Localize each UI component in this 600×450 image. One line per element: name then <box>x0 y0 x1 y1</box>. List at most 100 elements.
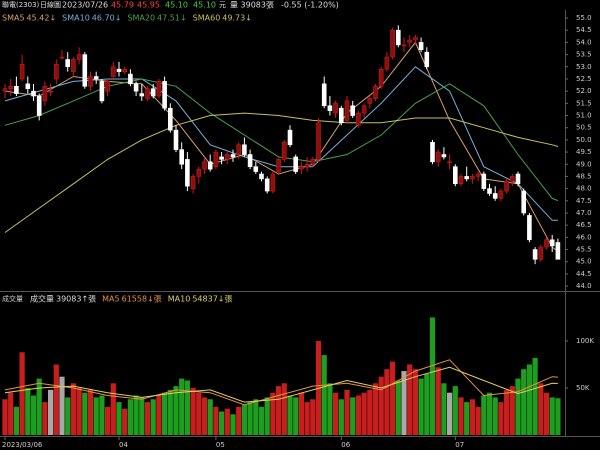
volume-bar <box>509 386 515 435</box>
candle-body <box>76 54 82 60</box>
volume-bar <box>76 387 82 435</box>
volume-bar <box>338 399 344 435</box>
volume-bar <box>281 383 287 435</box>
y-tick-label: 50K <box>576 384 590 392</box>
candle-body <box>168 107 173 131</box>
candle-body <box>48 90 53 93</box>
volume-bar <box>30 395 37 435</box>
volume-bar <box>144 402 151 435</box>
volume-bar <box>184 380 190 435</box>
volume-bar <box>435 367 441 435</box>
legend-label: SMA5 <box>2 14 25 23</box>
volume-bar <box>532 357 538 435</box>
volume-bar <box>25 387 31 435</box>
candle-body <box>93 76 99 80</box>
volume-bar <box>162 392 168 435</box>
volume-bar <box>276 386 282 435</box>
candle-body <box>145 88 150 99</box>
volume-bar <box>70 383 76 435</box>
candle-body <box>350 105 356 116</box>
candle-body <box>116 68 122 72</box>
candle-body <box>185 159 190 187</box>
candle-body <box>202 161 207 170</box>
y-tick-label: 55.0 <box>576 14 592 22</box>
y-tick-label: 53.0 <box>576 63 592 71</box>
volume-bar <box>65 397 71 435</box>
change: -0.55 (-1.20%) <box>281 1 339 10</box>
volume-bar <box>270 392 276 435</box>
candle-body <box>111 66 116 77</box>
candle-body <box>264 178 270 192</box>
candle-body <box>458 176 464 185</box>
candle-body <box>509 176 515 182</box>
volume-bar <box>361 392 367 435</box>
candle-body <box>36 95 42 116</box>
legend-label: 54837↓張 <box>192 295 232 304</box>
candle-body <box>413 37 418 41</box>
candle-body <box>384 56 390 70</box>
candle-body <box>236 144 241 155</box>
volume-bar <box>201 397 208 435</box>
volume-bar <box>498 402 504 435</box>
candle-body <box>59 56 65 59</box>
date: 2023/07/26 <box>62 1 108 10</box>
y-tick-label: 52.5 <box>576 75 592 83</box>
candle-body <box>373 85 378 99</box>
candle-body <box>310 159 316 165</box>
volume-bar <box>87 389 94 435</box>
x-tick-label: 04 <box>119 441 128 449</box>
volume-bar <box>213 406 219 435</box>
y-tick-label: 49.0 <box>576 160 592 168</box>
legend-label: 成交量 <box>30 294 54 304</box>
y-tick-label: 49.5 <box>576 148 592 156</box>
candle-body <box>225 154 230 160</box>
header: 聯電(2303) 日線圖 2023/07/26 45.79 45.95 45.1… <box>2 0 339 10</box>
candle-body <box>99 81 105 102</box>
candle-body <box>441 154 447 158</box>
legend-label: 45.42↓ <box>27 14 57 23</box>
candle-body <box>133 83 139 92</box>
candle-body <box>316 122 321 160</box>
volume-bar <box>127 399 133 435</box>
volume-bar <box>167 389 173 435</box>
volume-bar <box>418 378 424 435</box>
volume-bar <box>543 392 550 435</box>
legend-label: 61558↓張 <box>122 295 162 304</box>
legend-label: 39083↑張 <box>56 295 96 304</box>
open: 45.79 <box>111 1 134 10</box>
volume-bar <box>475 406 481 435</box>
volume-bar <box>333 392 339 435</box>
legend-label: 47.51↓ <box>157 14 187 23</box>
candle-body <box>470 176 475 180</box>
volume-bar <box>150 399 156 435</box>
volume-bar <box>93 397 99 435</box>
candle-body <box>390 29 395 58</box>
volume-bar <box>401 371 407 435</box>
volume-bar <box>36 378 42 435</box>
candle-body <box>475 173 481 177</box>
candle-body <box>521 190 527 214</box>
candle-body <box>435 151 441 163</box>
candle-body <box>367 98 373 104</box>
x-tick-label: 2023/03/06 <box>2 441 43 449</box>
y-tick-label: 48.0 <box>576 185 592 193</box>
candle-body <box>122 68 127 72</box>
legend-label: 46.70↓ <box>92 14 122 23</box>
y-tick-label: 54.5 <box>576 26 592 34</box>
legend-label: 49.73↓ <box>222 14 252 23</box>
volume-bar <box>13 406 19 435</box>
candle-body <box>150 88 156 97</box>
volume-bar <box>298 392 304 435</box>
volume-bar <box>429 317 436 435</box>
candle-body <box>156 81 162 97</box>
volume-bar <box>219 411 225 435</box>
legend-label: MA10 <box>168 295 191 304</box>
volume: 量 39083張 <box>230 1 274 10</box>
candle-body <box>378 68 384 87</box>
x-tick-label: 06 <box>341 441 350 449</box>
candle-body <box>424 51 430 68</box>
panel-title: 成交量 <box>2 294 23 303</box>
volume-bar <box>441 383 447 435</box>
volume-bar <box>481 395 487 435</box>
